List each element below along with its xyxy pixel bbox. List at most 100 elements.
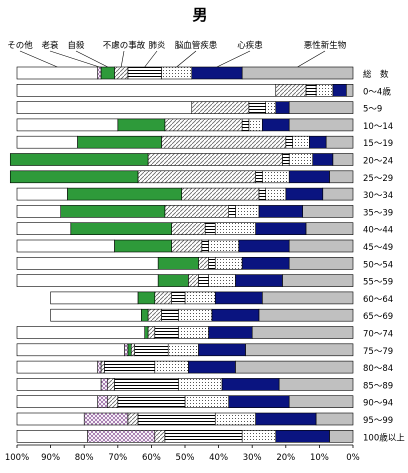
- category-label: 50～54: [363, 260, 393, 270]
- bar-segment-series-5-row-11: [157, 256, 199, 270]
- bar-segment-series-3-row-12: [198, 274, 209, 287]
- bar-segment-series-4-row-8: [164, 205, 229, 218]
- bar-segment-series-4-row-4: [161, 135, 287, 149]
- bar-segment-series-7-row-18: [16, 378, 102, 391]
- bar-segment-series-4-row-6: [137, 170, 256, 184]
- category-label: 15～19: [363, 139, 393, 149]
- bar-segment-series-1-row-21: [275, 429, 330, 443]
- x-tick-label: 10%: [310, 453, 329, 463]
- bar-segment-series-0-row-15: [251, 326, 354, 339]
- bar-segment-series-7-row-0: [16, 66, 98, 80]
- bar-segment-series-2-row-10: [208, 239, 240, 253]
- bar-segment-series-7-row-16: [16, 343, 125, 357]
- category-label: 10～14: [363, 122, 393, 132]
- x-tick-label: 30%: [243, 453, 262, 463]
- category-label: 総 数: [363, 69, 389, 80]
- bar-segment-series-2-row-18: [177, 378, 223, 391]
- bar-segment-series-3-row-16: [134, 343, 169, 357]
- legend-leader-series-1: [216, 50, 251, 68]
- bar-segment-series-2-row-12: [208, 274, 236, 287]
- bar-segment-series-1-row-0: [191, 66, 243, 80]
- legend-leader-series-7: [19, 50, 58, 68]
- bar-segment-series-0-row-10: [288, 239, 354, 253]
- category-label: 30～34: [363, 191, 393, 201]
- bar-segment-series-3-row-18: [114, 378, 179, 391]
- bar-segment-series-4-row-2: [191, 101, 250, 114]
- bar-segment-series-0-row-12: [282, 274, 354, 287]
- legend-leader-series-0: [297, 50, 326, 68]
- x-tick-label: 80%: [75, 453, 94, 463]
- category-label: 65～69: [363, 312, 393, 322]
- category-label: 100歳以上: [363, 432, 405, 443]
- bar-segment-series-7-row-17: [16, 360, 98, 374]
- bar-segment-series-7-row-13: [50, 291, 139, 305]
- bar-segment-series-7-row-10: [16, 239, 115, 253]
- bar-segment-series-4-row-15: [147, 326, 156, 339]
- category-label: 80～84: [363, 364, 393, 374]
- legend-label-series-1: 心疾患: [237, 40, 263, 51]
- bar-segment-series-3-row-10: [201, 239, 209, 253]
- bar-segment-series-0-row-16: [245, 343, 354, 357]
- bar-segment-series-2-row-6: [261, 170, 290, 184]
- bar-segment-series-4-row-14: [147, 308, 162, 322]
- bar-segment-series-5-row-0: [100, 66, 115, 80]
- bar-segment-series-3-row-13: [171, 291, 186, 305]
- bar-segment-series-1-row-16: [198, 343, 246, 357]
- bar-segment-series-1-row-1: [332, 84, 347, 97]
- bar-segment-series-1-row-2: [275, 101, 290, 114]
- category-label: 35～39: [363, 208, 393, 218]
- bar-segment-series-6-row-21: [87, 429, 156, 443]
- bar-segment-series-3-row-8: [228, 205, 236, 218]
- bar-segment-series-6-row-19: [97, 395, 109, 409]
- bar-segment-series-0-row-14: [258, 308, 354, 322]
- bar-segment-series-1-row-15: [208, 326, 253, 339]
- bar-segment-series-2-row-2: [265, 101, 277, 114]
- bar-segment-series-6-row-0: [97, 66, 102, 80]
- bar-segment-series-2-row-16: [167, 343, 199, 357]
- bar-segment-series-6-row-17: [97, 360, 102, 374]
- bar-segment-series-4-row-18: [107, 378, 115, 391]
- bar-segment-series-7-row-4: [16, 135, 78, 149]
- category-label: 85～89: [363, 381, 393, 391]
- bar-segment-series-2-row-11: [214, 256, 243, 270]
- bar-segment-series-0-row-11: [288, 256, 354, 270]
- bar-segment-series-1-row-13: [214, 291, 263, 305]
- bar-segment-series-4-row-12: [188, 274, 199, 287]
- category-label: 45～49: [363, 243, 393, 253]
- bar-segment-series-7-row-9: [16, 222, 72, 235]
- x-tick-label: 90%: [41, 453, 60, 463]
- bar-segment-series-2-row-9: [214, 222, 256, 235]
- x-axis: 100% 90% 80% 70% 60% 50% 40% 30% 20% 10% 0%: [5, 444, 360, 463]
- bar-segment-series-7-row-19: [16, 395, 98, 409]
- bar-segment-series-4-row-19: [107, 395, 119, 409]
- bar-segment-series-5-row-15: [144, 326, 149, 339]
- bar-segment-series-5-row-7: [67, 187, 182, 201]
- bar-segment-series-6-row-18: [100, 378, 109, 391]
- category-label: 55～59: [363, 278, 393, 288]
- bar-segment-series-1-row-20: [255, 412, 317, 426]
- bar-segment-series-1-row-19: [228, 395, 290, 409]
- legend-label-series-6: 老衰: [41, 40, 59, 51]
- bar-segment-series-3-row-14: [161, 308, 179, 322]
- bar-segment-series-0-row-9: [305, 222, 354, 235]
- category-label: 25～29: [363, 174, 393, 184]
- chart-title: 男: [192, 6, 207, 24]
- bar-segment-series-7-row-21: [16, 429, 88, 443]
- bar-segment-series-3-row-4: [285, 135, 293, 149]
- bar-segment-series-2-row-13: [184, 291, 216, 305]
- bar-segment-series-2-row-8: [235, 205, 260, 218]
- bar-segment-series-2-row-3: [248, 118, 263, 132]
- bar-segment-series-1-row-10: [238, 239, 290, 253]
- bar-segment-series-0-row-7: [322, 187, 354, 201]
- category-label: 0～4歳: [363, 86, 391, 97]
- bar-segment-series-7-row-2: [16, 101, 193, 114]
- bar-segment-series-6-row-20: [83, 412, 129, 426]
- bar-segment-series-1-row-8: [258, 205, 303, 218]
- bar-segment-series-3-row-11: [208, 256, 216, 270]
- bar-segment-series-5-row-4: [77, 135, 162, 149]
- category-label: 95～99: [363, 416, 393, 426]
- bar-segment-series-5-row-5: [9, 153, 149, 166]
- bar-segment-series-5-row-9: [70, 222, 172, 235]
- bar-segment-series-4-row-11: [198, 256, 209, 270]
- legend-callouts: その他 老衰 自殺 不慮の事故 肺炎 脳血管疾患 心疾患 悪性新生物: [7, 40, 347, 68]
